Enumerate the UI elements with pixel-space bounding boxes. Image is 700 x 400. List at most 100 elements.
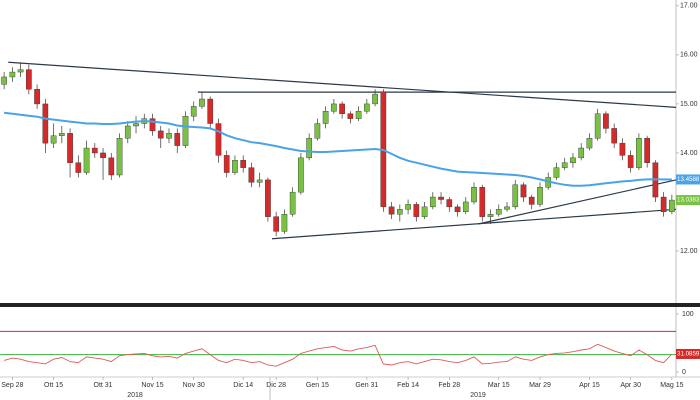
candle-body — [520, 184, 527, 198]
candle-body — [223, 155, 230, 173]
trendline — [272, 208, 677, 240]
candle-body — [83, 147, 90, 173]
candle-body — [479, 187, 486, 217]
candle-body — [504, 206, 510, 210]
candle-body — [570, 157, 576, 163]
x-tick-label: Nov 30 — [183, 382, 205, 389]
candle-body — [248, 167, 255, 183]
candle-body — [405, 204, 411, 210]
candle-body — [1, 76, 7, 85]
candle-body — [133, 123, 139, 127]
x-tick-label: Mar 29 — [529, 382, 551, 389]
y-tick-label: 16.00 — [680, 52, 698, 59]
candle-body — [528, 196, 535, 205]
candle-body — [306, 138, 312, 159]
x-tick-label: Mag 15 — [660, 382, 683, 389]
x-tick-label: Nov 15 — [141, 382, 163, 389]
x-tick-label: Apr 30 — [620, 382, 641, 389]
candle-body — [462, 201, 469, 212]
candle-body — [388, 206, 395, 215]
moving-average — [3, 111, 672, 187]
candle-body — [429, 196, 436, 208]
x-tick-label: Dic 28 — [266, 382, 286, 389]
x-tick-label: Mar 15 — [488, 382, 510, 389]
candle-body — [347, 113, 354, 119]
candle-body — [331, 103, 337, 112]
candle-body — [413, 204, 420, 217]
candle-body — [42, 103, 49, 144]
candle-body — [644, 138, 650, 163]
candle-body — [594, 113, 601, 139]
candle-body — [471, 187, 477, 203]
candle-body — [166, 133, 172, 139]
candle-body — [108, 157, 115, 176]
x-tick-label: Ott 15 — [44, 382, 63, 389]
candle-body — [149, 118, 156, 132]
candle-body — [421, 206, 428, 217]
candle-body — [627, 155, 634, 168]
candle-body — [174, 133, 181, 146]
candle-body — [17, 69, 24, 73]
candle-body — [611, 128, 618, 144]
candle-body — [265, 179, 271, 217]
candle-body — [91, 147, 98, 154]
candle-body — [314, 123, 321, 139]
candle-body — [372, 93, 378, 105]
candle-body — [232, 160, 238, 173]
candle-body — [157, 130, 164, 139]
candle-body — [34, 89, 40, 105]
candle-body — [215, 123, 222, 156]
candle-body — [446, 199, 453, 208]
candle-body — [273, 216, 280, 232]
candle-body — [454, 206, 461, 212]
candle-body — [256, 179, 263, 183]
candle-body — [298, 157, 304, 193]
candle-body — [438, 196, 444, 200]
candle-body — [124, 125, 131, 139]
x-tick-label: Gen 31 — [355, 382, 378, 389]
last-value-label: 13.0383 — [677, 197, 700, 204]
candle-body — [58, 133, 65, 136]
candle-body — [26, 69, 32, 90]
candle-body — [116, 138, 123, 176]
trendline — [8, 61, 677, 108]
x-tick-label: Feb 14 — [397, 382, 419, 389]
candle-body — [240, 160, 247, 168]
y-tick-label: 14.00 — [680, 150, 698, 157]
candle-body — [537, 187, 543, 205]
candle-body — [75, 162, 82, 173]
candle-body — [281, 214, 288, 232]
candle-body — [182, 115, 189, 146]
candle-body — [487, 214, 494, 217]
candle-body — [9, 71, 16, 78]
candle-body — [636, 138, 642, 168]
candle-body — [396, 209, 403, 215]
candle-body — [495, 209, 502, 215]
candle-body — [561, 162, 568, 168]
candle-body — [50, 135, 57, 144]
trendline — [478, 179, 677, 225]
x-tick-label: Ott 31 — [94, 382, 113, 389]
candle-body — [67, 133, 73, 163]
last-value-label: 13.4588 — [677, 176, 700, 183]
y-tick-label: 17.00 — [680, 3, 698, 10]
candle-body — [512, 184, 519, 208]
x-tick-label: Dic 14 — [233, 382, 253, 389]
x-tick-label: Apr 15 — [579, 382, 600, 389]
candle-body — [553, 167, 560, 178]
y-tick-label: 0 — [682, 369, 686, 376]
x-tick-label: Sep 28 — [1, 382, 23, 389]
candle-body — [619, 142, 626, 156]
candle-body — [364, 103, 370, 112]
last-value-box — [676, 195, 700, 206]
candle-body — [586, 138, 593, 149]
candle-body — [322, 111, 329, 124]
candle-body — [289, 191, 296, 215]
candle-body — [660, 196, 667, 212]
candle-body — [199, 98, 205, 107]
candle-body — [100, 152, 106, 159]
candle-body — [190, 106, 197, 117]
year-label: 2019 — [470, 392, 486, 399]
